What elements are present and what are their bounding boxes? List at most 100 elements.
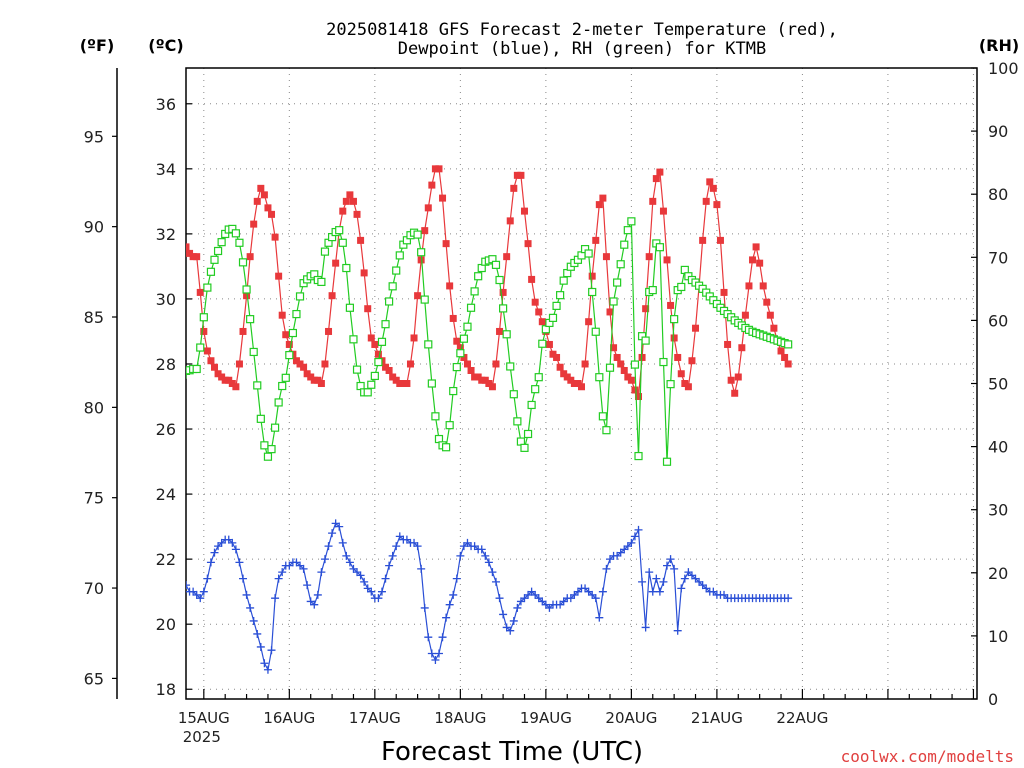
rh-point (349, 335, 358, 344)
dewpoint-point (367, 587, 376, 596)
temperature-point (734, 373, 742, 381)
temperature-point (656, 168, 664, 176)
celsius-tick-label: 30 (156, 290, 176, 309)
rh-point (192, 364, 201, 374)
dewpoint-point (491, 577, 500, 586)
rh-tick-label: 30 (988, 501, 1008, 520)
rh-point (641, 336, 650, 345)
temperature-point (346, 191, 354, 199)
temperature-point (260, 191, 268, 199)
temperature-point (428, 181, 436, 189)
rh-point (556, 291, 565, 300)
temperature-point (303, 370, 311, 378)
dewpoint-point (228, 538, 237, 547)
dewpoint-point (673, 626, 682, 635)
rh-point (605, 363, 615, 372)
temperature-point (563, 373, 571, 381)
rh-point (392, 266, 401, 275)
rh-point (623, 226, 632, 235)
dewpoint-point (413, 542, 422, 551)
temperature-point (282, 331, 290, 339)
temperature-point (321, 360, 329, 368)
credit-link[interactable]: coolwx.com/modelts (841, 747, 1014, 766)
temperature-point (246, 253, 254, 261)
dewpoint-point (335, 522, 344, 531)
dewpoint-point (385, 561, 394, 570)
dewpoint-point (313, 590, 322, 599)
rh-point (317, 277, 326, 287)
rh-tick-label: 40 (988, 438, 1008, 457)
chart-title-line2: Dewpoint (blue), RH (green) for KTMB (398, 39, 766, 59)
dewpoint-point (186, 581, 187, 583)
temperature-point (292, 357, 300, 365)
rh-point (210, 255, 219, 264)
temperature-point (670, 334, 678, 342)
temperature-point (453, 337, 461, 345)
temperature-point (781, 353, 789, 361)
temperature-point (567, 376, 575, 384)
temperature-point (606, 308, 614, 316)
temperature-point (741, 311, 749, 319)
temperature-point (463, 360, 471, 368)
rh-point (295, 292, 305, 301)
temperature-point (439, 194, 447, 202)
dewpoint-point (431, 655, 440, 664)
rh-point (260, 441, 269, 450)
temperature-point (268, 210, 276, 218)
dewpoint-point (630, 532, 639, 541)
dewpoint-point (317, 568, 326, 577)
dewpoint-point (246, 603, 255, 612)
x-tick-label: 15AUG (178, 709, 230, 727)
temperature-point (225, 376, 233, 384)
dewpoint-point (663, 561, 672, 570)
rh-point (320, 247, 330, 256)
temperature-point (677, 370, 685, 378)
temperature-point (763, 298, 771, 306)
temperature-point (257, 184, 265, 192)
temperature-point (624, 373, 632, 381)
dewpoint-point (495, 594, 504, 603)
fahrenheit-axis-label: (ºF) (80, 36, 115, 55)
rh-point (659, 357, 668, 367)
rh-point (288, 328, 297, 338)
temperature-point (211, 363, 219, 371)
rh-point (459, 334, 469, 343)
rh-point (602, 426, 611, 435)
temperature-point (652, 175, 660, 183)
temperature-point (228, 380, 236, 387)
temperature-point (349, 197, 357, 205)
rh-point (627, 217, 636, 226)
x-tick-label: 19AUG (520, 709, 572, 727)
temperature-point (207, 357, 215, 365)
temperature-point (485, 380, 493, 387)
temperature-point (724, 340, 732, 348)
dewpoint-point (274, 574, 283, 583)
rh-point (495, 275, 504, 285)
rh-tick-label: 100 (988, 59, 1019, 78)
rh-point (342, 263, 351, 273)
dewpoint-point (388, 551, 397, 560)
rh-point (559, 276, 568, 285)
temperature-point (414, 292, 422, 300)
temperature-point (364, 305, 372, 313)
x-tick-label: 20AUG (605, 709, 657, 727)
dewpoint-point (310, 600, 319, 609)
rh-point (199, 313, 208, 322)
temperature-point (471, 373, 479, 381)
rh-point (270, 423, 280, 432)
temperature-point (467, 366, 475, 374)
rh-point (256, 414, 265, 423)
rh-point (502, 330, 511, 339)
temperature-point (602, 253, 610, 261)
dewpoint-point (186, 581, 190, 590)
rh-point (278, 381, 287, 391)
celsius-axis-label: (ºC) (148, 36, 183, 55)
rh-point (253, 381, 262, 390)
temperature-point (179, 234, 186, 241)
rh-point (431, 412, 440, 421)
series-line-dewpoint (186, 522, 789, 672)
rh-point (630, 360, 640, 369)
temperature-point (745, 282, 753, 290)
temperature-point (186, 243, 190, 251)
temperature-point (727, 376, 735, 384)
